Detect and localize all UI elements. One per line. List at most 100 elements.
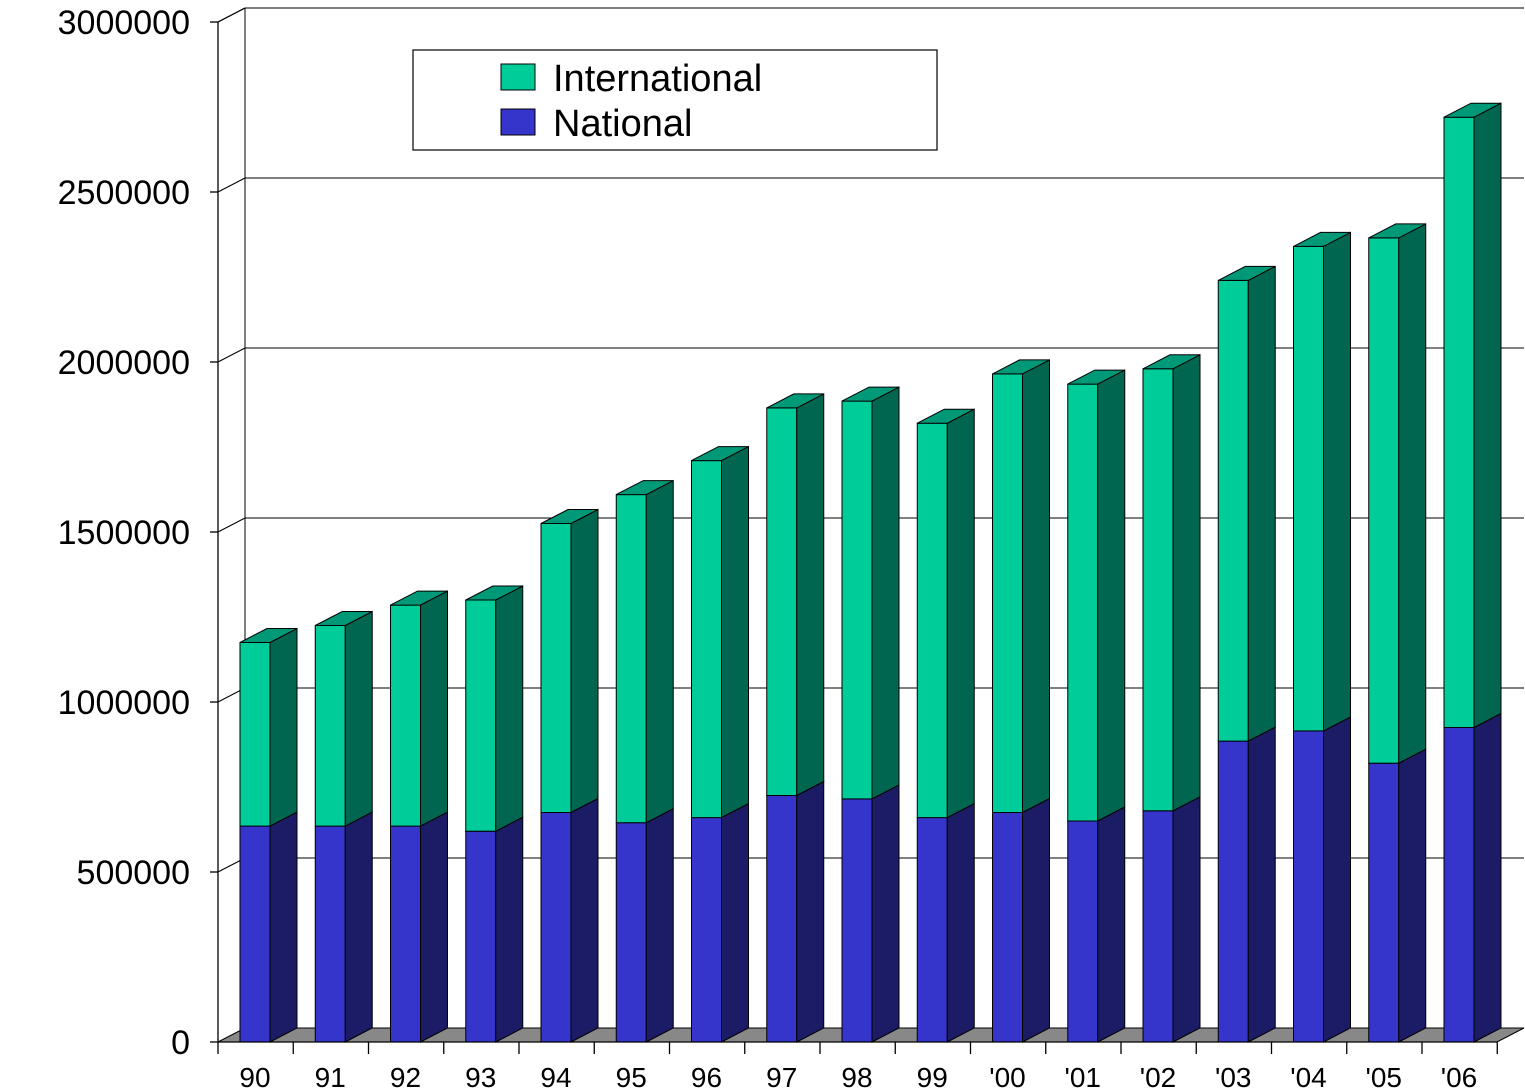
x-tick-label: '01 bbox=[1065, 1062, 1102, 1092]
x-tick-label: 90 bbox=[239, 1062, 270, 1092]
bar-national-0 bbox=[239, 825, 271, 1043]
bar-international-9 bbox=[916, 422, 948, 819]
bar-top-0 bbox=[239, 628, 298, 643]
bar-international-side-3 bbox=[495, 585, 524, 833]
bar-international-side-11 bbox=[1097, 369, 1126, 822]
bar-top-7 bbox=[766, 393, 824, 409]
bar-national-10 bbox=[992, 812, 1023, 1043]
bar-national-5 bbox=[615, 822, 647, 1043]
bar-national-side-9 bbox=[946, 802, 975, 1043]
bars bbox=[239, 102, 1502, 1043]
bar-top-16 bbox=[1443, 102, 1502, 118]
bar-national-1 bbox=[314, 825, 346, 1043]
bar-international-12 bbox=[1142, 368, 1174, 812]
bar-national-side-2 bbox=[420, 811, 448, 1043]
legend-swatch-international bbox=[500, 63, 536, 91]
bar-international-6 bbox=[691, 460, 722, 819]
x-tick-label: '02 bbox=[1140, 1062, 1177, 1092]
bar-international-14 bbox=[1293, 245, 1324, 732]
x-tick-label: 95 bbox=[616, 1062, 647, 1092]
bar-national-12 bbox=[1142, 810, 1174, 1043]
bar-international-11 bbox=[1067, 383, 1099, 822]
bar-national-side-14 bbox=[1323, 716, 1351, 1043]
bar-international-10 bbox=[992, 373, 1023, 813]
bar-national-13 bbox=[1217, 740, 1249, 1043]
y-tick-label: 1000000 bbox=[58, 684, 190, 722]
legend-label-national: National bbox=[553, 103, 692, 145]
bar-international-side-8 bbox=[871, 386, 900, 800]
bar-international-16 bbox=[1443, 116, 1475, 728]
y-tick-label: 0 bbox=[171, 1024, 190, 1062]
bar-national-8 bbox=[841, 798, 873, 1043]
bar-national-2 bbox=[390, 825, 421, 1043]
bar-national-side-0 bbox=[269, 811, 298, 1043]
y-tick-label: 2000000 bbox=[58, 344, 190, 382]
bar-international-side-10 bbox=[1022, 359, 1050, 814]
bar-national-4 bbox=[540, 812, 572, 1043]
bar-international-15 bbox=[1368, 237, 1400, 764]
bar-national-side-1 bbox=[344, 811, 373, 1043]
bar-top-8 bbox=[841, 386, 900, 402]
bar-international-side-7 bbox=[796, 393, 825, 797]
bar-top-2 bbox=[390, 590, 448, 606]
bar-national-side-11 bbox=[1097, 806, 1126, 1043]
bar-international-side-16 bbox=[1473, 102, 1502, 729]
bar-international-1 bbox=[314, 625, 346, 827]
x-tick-label: '06 bbox=[1441, 1062, 1478, 1092]
bar-national-side-6 bbox=[721, 802, 749, 1043]
y-tick-label: 500000 bbox=[77, 854, 190, 892]
bar-national-7 bbox=[766, 795, 798, 1043]
bar-national-3 bbox=[465, 830, 497, 1043]
bar-international-13 bbox=[1217, 279, 1249, 742]
bar-national-side-3 bbox=[495, 816, 524, 1043]
x-tick-label: 93 bbox=[465, 1062, 496, 1092]
bar-international-side-0 bbox=[269, 627, 298, 827]
bar-national-16 bbox=[1443, 727, 1475, 1043]
bar-top-13 bbox=[1218, 265, 1276, 281]
x-tick-label: 94 bbox=[540, 1062, 571, 1092]
x-tick-label: 96 bbox=[691, 1062, 722, 1092]
bar-national-6 bbox=[691, 817, 722, 1043]
bar-top-3 bbox=[465, 585, 523, 601]
bar-top-1 bbox=[315, 611, 373, 626]
grid-line-side bbox=[217, 7, 246, 23]
x-tick-label: 91 bbox=[315, 1062, 346, 1092]
x-tick-label: 98 bbox=[841, 1062, 872, 1092]
axes: 0 500000 1000000 1500000 2000000 2500000 30000… bbox=[58, 4, 1498, 1092]
bar-international-7 bbox=[766, 407, 798, 796]
bar-international-8 bbox=[841, 400, 873, 800]
bar-top-15 bbox=[1368, 223, 1426, 239]
bar-international-5 bbox=[615, 494, 647, 824]
bar-international-side-9 bbox=[946, 408, 975, 819]
bar-national-side-5 bbox=[645, 807, 674, 1043]
bar-international-side-1 bbox=[344, 610, 373, 827]
bar-international-side-6 bbox=[721, 445, 749, 819]
bar-international-side-2 bbox=[420, 590, 448, 827]
bar-national-15 bbox=[1368, 762, 1400, 1043]
bar-national-9 bbox=[916, 817, 948, 1043]
x-tick-label: '00 bbox=[989, 1062, 1026, 1092]
bar-national-14 bbox=[1293, 730, 1324, 1043]
bar-national-side-7 bbox=[796, 780, 825, 1043]
bar-national-side-13 bbox=[1247, 726, 1276, 1043]
x-tick-label: '05 bbox=[1366, 1062, 1403, 1092]
bar-international-side-14 bbox=[1323, 231, 1351, 732]
x-tick-label: '04 bbox=[1290, 1062, 1327, 1092]
legend: International National bbox=[412, 49, 938, 151]
bar-international-0 bbox=[239, 642, 271, 827]
legend-label-international: International bbox=[553, 58, 762, 100]
x-tick-label: 97 bbox=[766, 1062, 797, 1092]
bar-international-3 bbox=[465, 599, 497, 832]
bar-national-side-16 bbox=[1473, 712, 1502, 1043]
bar-national-side-15 bbox=[1398, 748, 1427, 1043]
y-tick-label: 2500000 bbox=[58, 174, 190, 212]
bar-national-side-4 bbox=[570, 797, 599, 1043]
legend-swatch-national bbox=[500, 108, 536, 136]
grid-line-side bbox=[217, 517, 246, 533]
y-tick-label: 1500000 bbox=[58, 514, 190, 552]
bar-international-side-13 bbox=[1247, 265, 1276, 742]
bar-top-6 bbox=[691, 446, 749, 462]
x-tick-label: 92 bbox=[390, 1062, 421, 1092]
x-tick-label: '03 bbox=[1215, 1062, 1252, 1092]
